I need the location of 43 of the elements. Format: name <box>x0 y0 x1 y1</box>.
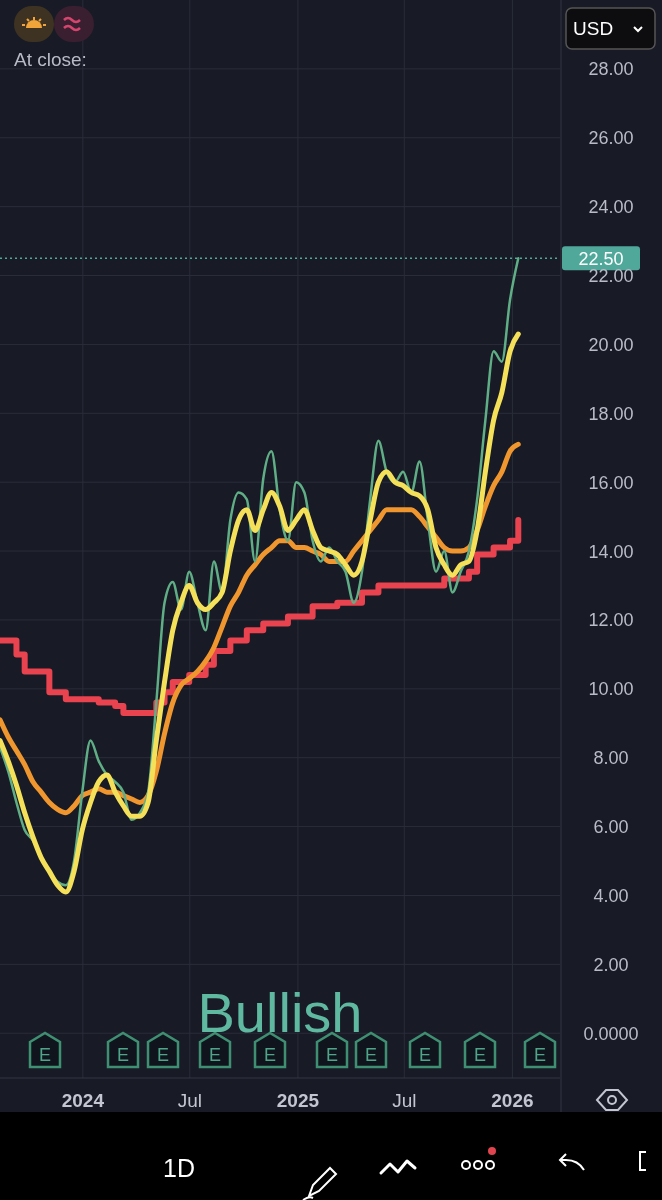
y-tick-label: 10.00 <box>588 679 634 700</box>
earnings-badge-icon: E <box>408 1031 442 1069</box>
y-tick-label: 12.00 <box>588 610 634 631</box>
x-tick-label: 2026 <box>491 1090 534 1111</box>
x-tick-label: Jul <box>392 1090 417 1111</box>
annotation: E <box>263 1044 277 1065</box>
earnings-badge-icon: E <box>146 1031 180 1069</box>
text: 1D <box>163 1154 195 1182</box>
earnings-badge-icon: E <box>523 1031 557 1069</box>
earnings-badge-icon: E <box>354 1031 388 1069</box>
y-tick-label: 16.00 <box>588 472 634 493</box>
y-tick-label: 28.00 <box>588 59 634 80</box>
annotation: At close: <box>14 49 87 70</box>
annotation: E <box>533 1044 547 1065</box>
earnings-badge-icon: E <box>106 1031 140 1069</box>
y-tick-label: 14.00 <box>588 541 634 562</box>
y-tick-label: 4.00 <box>593 885 629 906</box>
x-tick-label: Jul <box>177 1090 202 1111</box>
y-tick-label: 22.00 <box>588 266 634 287</box>
y-tick-label: 0.0000 <box>583 1023 639 1044</box>
y-tick-label: 26.00 <box>588 128 634 149</box>
annotation: E <box>156 1044 170 1065</box>
annotation: E <box>473 1044 487 1065</box>
earnings-badge-icon: E <box>463 1031 497 1069</box>
annotation: E <box>364 1044 378 1065</box>
earnings-badge-icon: E <box>28 1031 62 1069</box>
y-tick-label: 24.00 <box>588 197 634 218</box>
annotation: E <box>418 1044 432 1065</box>
x-tick-label: 2025 <box>276 1090 320 1111</box>
y-tick-label: 20.00 <box>588 334 634 355</box>
y-tick-label: 2.00 <box>593 954 629 975</box>
annotation: E <box>116 1044 130 1065</box>
y-tick-label: 6.00 <box>593 817 629 838</box>
annotation: E <box>38 1044 52 1065</box>
text: USD <box>573 18 614 39</box>
earnings-badge-icon: E <box>253 1031 287 1069</box>
x-tick-label: 2024 <box>61 1090 105 1111</box>
y-tick-label: 18.00 <box>588 403 634 424</box>
annotation: E <box>325 1044 339 1065</box>
annotation: E <box>208 1044 222 1065</box>
y-tick-label: 8.00 <box>593 748 629 769</box>
ref-line-label: 22.50 <box>578 248 624 269</box>
earnings-badge-icon: E <box>198 1031 232 1069</box>
